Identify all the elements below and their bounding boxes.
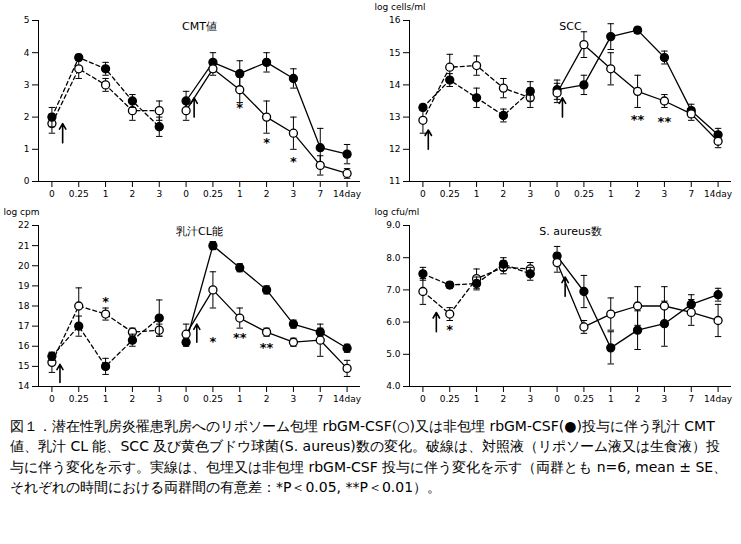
svg-text:15: 15: [389, 48, 400, 58]
svg-text:2: 2: [635, 189, 641, 199]
svg-text:14day: 14day: [333, 189, 362, 199]
svg-text:16: 16: [18, 341, 30, 351]
svg-text:6.0: 6.0: [386, 317, 401, 327]
svg-text:22: 22: [18, 220, 29, 230]
svg-text:0.25: 0.25: [574, 394, 594, 404]
svg-text:0: 0: [183, 189, 189, 199]
svg-text:0.25: 0.25: [203, 394, 223, 404]
svg-text:3: 3: [527, 394, 533, 404]
svg-text:14day: 14day: [704, 189, 733, 199]
svg-text:3: 3: [527, 189, 533, 199]
svg-text:12: 12: [389, 144, 400, 154]
svg-text:11: 11: [389, 176, 400, 186]
svg-text:14day: 14day: [333, 394, 362, 404]
svg-text:0.25: 0.25: [574, 189, 594, 199]
svg-text:15: 15: [18, 361, 29, 371]
svg-text:5.0: 5.0: [386, 349, 401, 359]
svg-text:14: 14: [389, 80, 401, 90]
svg-text:0: 0: [24, 176, 30, 186]
svg-text:log cpm: log cpm: [4, 207, 40, 217]
svg-text:3: 3: [291, 394, 297, 404]
svg-text:**: **: [260, 340, 274, 355]
svg-text:*: *: [446, 322, 453, 337]
svg-text:7.0: 7.0: [386, 285, 401, 295]
svg-text:2: 2: [264, 394, 270, 404]
svg-text:log cfu/ml: log cfu/ml: [375, 207, 420, 217]
svg-text:1: 1: [474, 189, 480, 199]
svg-text:1: 1: [24, 144, 30, 154]
svg-text:1: 1: [103, 394, 109, 404]
svg-text:0.25: 0.25: [69, 394, 89, 404]
svg-text:3: 3: [662, 394, 668, 404]
svg-text:0: 0: [420, 189, 426, 199]
svg-text:3: 3: [156, 189, 162, 199]
svg-text:0.25: 0.25: [69, 189, 89, 199]
svg-text:0: 0: [420, 394, 426, 404]
svg-text:2: 2: [24, 112, 30, 122]
svg-text:18: 18: [18, 301, 30, 311]
svg-text:3: 3: [662, 189, 668, 199]
svg-text:2: 2: [501, 189, 507, 199]
svg-text:2: 2: [501, 394, 507, 404]
svg-text:8.0: 8.0: [386, 253, 401, 263]
svg-text:SCC: SCC: [559, 20, 582, 33]
svg-text:2: 2: [130, 394, 136, 404]
svg-text:0: 0: [49, 394, 55, 404]
svg-text:3: 3: [291, 189, 297, 199]
svg-text:1: 1: [103, 189, 109, 199]
svg-text:2: 2: [264, 189, 270, 199]
svg-text:20: 20: [18, 261, 30, 271]
svg-text:21: 21: [18, 241, 29, 251]
svg-text:**: **: [658, 114, 672, 129]
svg-text:14: 14: [18, 381, 30, 391]
svg-text:log cells/ml: log cells/ml: [375, 2, 426, 12]
svg-text:*: *: [290, 154, 297, 169]
svg-text:3: 3: [156, 394, 162, 404]
svg-text:7: 7: [317, 394, 323, 404]
svg-text:16: 16: [389, 15, 401, 25]
svg-text:3: 3: [24, 80, 30, 90]
svg-text:0.25: 0.25: [440, 394, 460, 404]
svg-text:7: 7: [688, 394, 694, 404]
svg-text:0: 0: [49, 189, 55, 199]
svg-text:CMT値: CMT値: [182, 20, 217, 33]
svg-text:1: 1: [237, 394, 243, 404]
svg-text:1: 1: [474, 394, 480, 404]
svg-text:1: 1: [608, 189, 614, 199]
svg-text:17: 17: [18, 321, 29, 331]
svg-text:*: *: [210, 334, 217, 349]
svg-text:0: 0: [183, 394, 189, 404]
svg-text:0.25: 0.25: [440, 189, 460, 199]
svg-text:13: 13: [389, 112, 400, 122]
svg-text:5: 5: [24, 15, 30, 25]
svg-text:0: 0: [554, 189, 560, 199]
svg-text:乳汁CL能: 乳汁CL能: [176, 225, 223, 238]
svg-text:7: 7: [317, 189, 323, 199]
svg-text:*: *: [263, 135, 270, 150]
svg-text:**: **: [631, 112, 645, 127]
svg-text:4: 4: [24, 48, 30, 58]
svg-text:*: *: [236, 100, 243, 115]
svg-text:7: 7: [688, 189, 694, 199]
svg-text:14day: 14day: [704, 394, 733, 404]
svg-text:19: 19: [18, 281, 30, 291]
svg-text:2: 2: [130, 189, 136, 199]
svg-text:9.0: 9.0: [386, 220, 401, 230]
svg-text:4.0: 4.0: [386, 381, 401, 391]
svg-text:*: *: [102, 294, 109, 309]
svg-text:1: 1: [608, 394, 614, 404]
svg-text:1: 1: [237, 189, 243, 199]
svg-text:**: **: [233, 330, 247, 345]
html-text:図１．潜在性乳房炎罹患乳房へのリポソーム包埋 rbGM-CS: 図１．潜在性乳房炎罹患乳房へのリポソーム包埋 rbGM-CSF(○)又は非包埋 …: [10, 418, 728, 495]
svg-text:2: 2: [635, 394, 641, 404]
svg-text:0: 0: [554, 394, 560, 404]
svg-text:S. aureus数: S. aureus数: [539, 225, 601, 238]
svg-text:0.25: 0.25: [203, 189, 223, 199]
